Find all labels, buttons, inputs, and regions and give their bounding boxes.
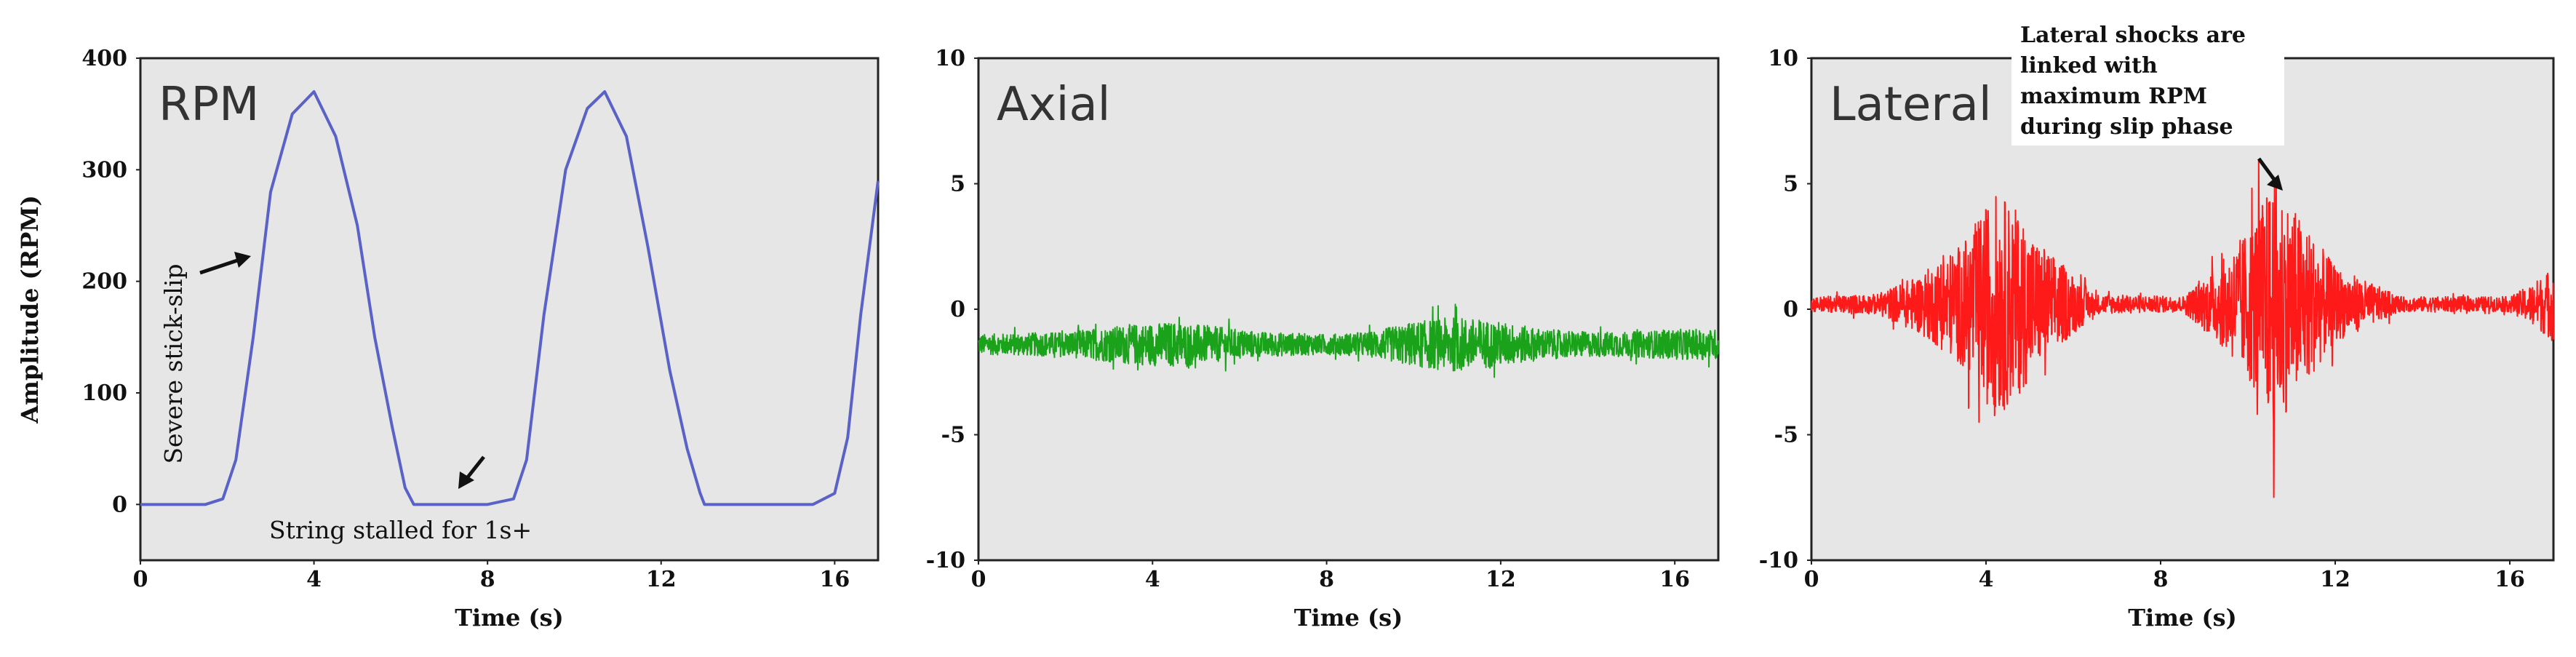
x-tick-label: 12 [646,567,677,592]
arrowhead-stalled [458,471,474,489]
x-tick-label: 4 [1979,567,1994,592]
arrowhead-stick-slip [234,252,251,268]
annotation-stick-slip: Severe stick-slip [159,263,188,463]
y-tick-label: -5 [1774,423,1798,448]
x-tick-label: 12 [2320,567,2350,592]
x-tick-label: 16 [1659,567,1690,592]
x-tick-label: 8 [2153,567,2169,592]
series-line [140,90,880,506]
x-tick-label: 8 [1319,567,1334,592]
y-tick-label: 100 [81,381,127,406]
y-tick-label: 0 [112,492,127,517]
annotation-box [2011,15,2284,146]
y-tick-label: 10 [935,46,965,71]
panel-title: RPM [159,78,259,132]
panel-title: Lateral [1830,78,1992,132]
x-tick-label: 12 [1486,567,1516,592]
chart-panel-lateral: Lateral -10 -5 0 5 10 0 4 8 12 16 Time (s) Lateral s… [1759,15,2555,632]
x-axis-label: Time (s) [2128,604,2237,632]
annotation-line: during slip phase [2020,114,2233,140]
y-tick-label: -5 [941,423,965,448]
plot-area [139,57,880,562]
x-tick-label: 8 [480,567,495,592]
y-tick-label: 5 [950,172,965,197]
panel-title: Axial [997,78,1110,132]
annotation-line: maximum RPM [2020,84,2207,109]
x-tick-label: 4 [306,567,322,592]
y-tick-label: 200 [81,269,127,295]
y-axis-label: Amplitude (RPM) [16,195,44,424]
y-tick-label: 0 [1783,297,1798,322]
arrow-stick-slip [199,256,244,275]
y-tick-label: -10 [926,548,965,573]
annotation-line: Lateral shocks are [2020,23,2246,48]
series-signal [978,303,1719,378]
y-tick-label: -10 [1759,548,1798,573]
x-tick-label: 16 [2495,567,2525,592]
y-tick-label: 400 [81,46,127,71]
x-tick-label: 0 [1804,567,1819,592]
x-tick-label: 0 [971,567,986,592]
y-tick-label: 10 [1768,46,1798,71]
x-tick-label: 4 [1145,567,1160,592]
annotation-string-stalled: String stalled for 1s+ [269,516,532,544]
chart-panel-rpm: RPM 0 100 200 300 400 0 4 8 12 16 Time (s) Amplitude… [16,46,880,632]
y-tick-label: 300 [81,157,127,183]
x-axis-label: Time (s) [1294,604,1403,632]
x-tick-label: 16 [819,567,850,592]
chart-panel-axial: Axial -10 -5 0 5 10 0 4 8 12 16 Time (s) [926,46,1720,632]
x-tick-label: 0 [133,567,148,592]
annotation-line: linked with [2020,53,2158,79]
x-axis-label: Time (s) [455,604,564,632]
y-tick-label: 0 [950,297,965,322]
plot-area [977,57,1720,562]
arrowhead-lateral [2267,175,2283,191]
series-signal [1811,160,2554,498]
y-tick-label: 5 [1783,172,1798,197]
